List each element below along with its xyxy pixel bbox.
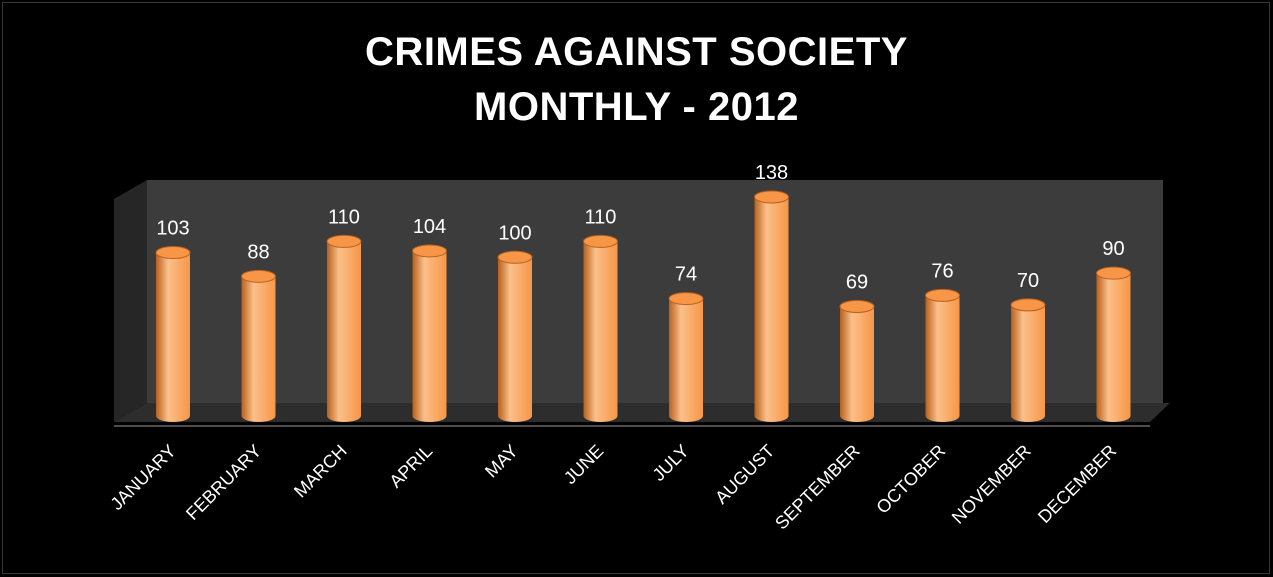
bar-top (925, 288, 960, 302)
bar-top (754, 190, 789, 204)
bar-body (1011, 304, 1045, 422)
bar-november (1010, 298, 1046, 422)
x-tick-label: APRIL (385, 441, 436, 492)
x-tick-label: SEPTEMBER (771, 441, 864, 534)
chart-title-line-2: MONTHLY - 2012 (474, 85, 799, 129)
bar-march (326, 234, 362, 422)
bar-body (412, 250, 447, 422)
data-label: 110 (585, 206, 617, 228)
bar-top (497, 250, 533, 264)
bar-top (155, 246, 191, 260)
data-label: 100 (498, 222, 531, 244)
data-label: 70 (1017, 270, 1039, 292)
bar-body (840, 306, 874, 422)
data-label: 110 (328, 206, 360, 228)
bar-top (412, 244, 447, 258)
x-tick-label: DECEMBER (1034, 441, 1120, 527)
x-tick-label: MAY (481, 441, 522, 482)
bar-june (583, 234, 618, 422)
bar-top (583, 234, 618, 248)
x-tick-label: JULY (649, 441, 693, 485)
bar-body (1096, 273, 1131, 422)
data-label: 90 (1102, 238, 1124, 260)
data-label: 103 (156, 218, 189, 240)
bar-february (241, 269, 276, 422)
x-tick-label: MARCH (290, 441, 351, 502)
bar-body (241, 276, 276, 422)
bar-body (669, 298, 703, 422)
x-tick-label: JANUARY (106, 441, 179, 514)
data-label: 138 (755, 162, 788, 184)
bar-september (839, 300, 875, 422)
x-tick-label: JUNE (560, 441, 607, 488)
bar-august (754, 190, 789, 422)
bar-top (241, 269, 276, 283)
floor (114, 403, 1170, 422)
data-label: 76 (931, 260, 953, 282)
x-tick-label: FEBRUARY (182, 441, 265, 524)
bar-top (326, 234, 362, 248)
x-tick-label: NOVEMBER (948, 441, 1035, 528)
bar-body (583, 241, 618, 422)
side-wall (114, 180, 147, 422)
back-wall (147, 180, 1163, 403)
bar-january (155, 246, 191, 422)
bar-april (412, 244, 447, 422)
bar-top (668, 292, 704, 306)
x-tick-label: AUGUST (711, 441, 778, 508)
bar-top (839, 300, 875, 313)
bar-top (1010, 298, 1046, 312)
data-label: 88 (247, 241, 269, 263)
bar-october (925, 288, 960, 422)
bar-july (668, 292, 704, 422)
bar-december (1096, 266, 1131, 422)
bar-body (156, 252, 190, 422)
bar-body (754, 197, 789, 422)
bar-body (925, 295, 960, 422)
data-label: 104 (413, 216, 446, 238)
bar-body (327, 241, 361, 422)
data-label: 74 (675, 264, 697, 286)
x-tick-label: OCTOBER (872, 441, 949, 518)
chart-title-line-1: CRIMES AGAINST SOCIETY (365, 30, 908, 74)
bar-body (498, 257, 532, 422)
bar-top (1096, 266, 1131, 280)
data-label: 69 (846, 272, 868, 294)
bar-may (497, 250, 533, 422)
